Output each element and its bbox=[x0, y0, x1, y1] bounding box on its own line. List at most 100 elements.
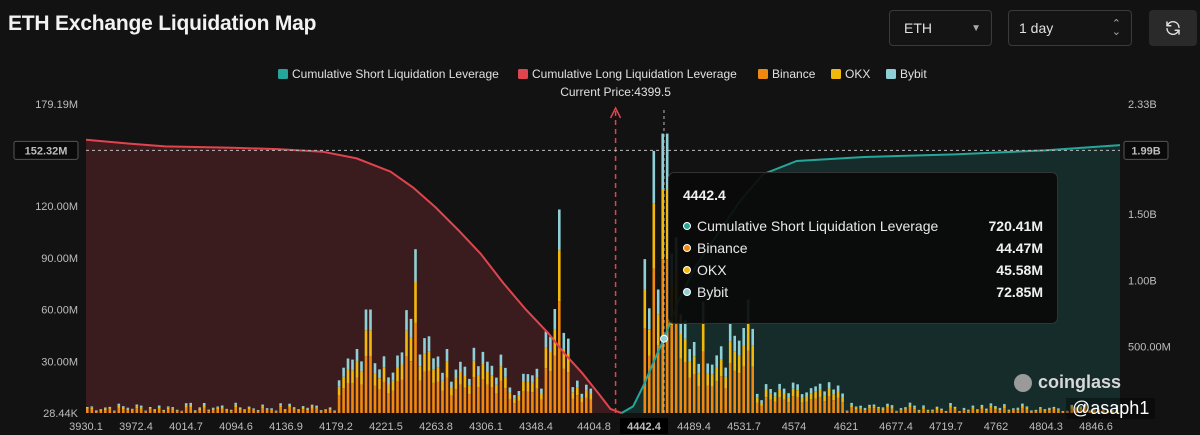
bar-okx bbox=[369, 330, 372, 357]
bar-bybit bbox=[724, 367, 727, 377]
bar-binance bbox=[904, 409, 907, 413]
bar-binance bbox=[580, 402, 584, 413]
bar-binance bbox=[423, 371, 426, 413]
bar-okx bbox=[850, 404, 853, 408]
x-tick: 4846.6 bbox=[1079, 421, 1113, 433]
bar-okx bbox=[953, 408, 957, 410]
bar-okx bbox=[387, 384, 390, 394]
caret-down-icon: ▼ bbox=[971, 22, 981, 34]
bar-binance bbox=[850, 407, 853, 413]
bar-binance bbox=[1025, 409, 1029, 413]
bar-bybit bbox=[225, 408, 228, 410]
bar-okx bbox=[980, 406, 984, 409]
bar-bybit bbox=[940, 408, 943, 410]
bar-bybit bbox=[481, 351, 485, 365]
bar-binance bbox=[86, 409, 89, 413]
bar-okx bbox=[656, 314, 660, 346]
bar-okx bbox=[279, 405, 282, 408]
legend-swatch bbox=[831, 69, 841, 79]
range-select[interactable]: 1 day ⌃ ⌄ bbox=[1008, 10, 1132, 46]
bar-binance bbox=[333, 411, 336, 413]
bar-binance bbox=[1057, 410, 1060, 413]
bar-okx bbox=[643, 289, 647, 329]
bar-binance bbox=[805, 401, 808, 413]
bar-binance bbox=[153, 410, 156, 413]
bar-bybit bbox=[778, 383, 781, 390]
page-title: ETH Exchange Liquidation Map bbox=[8, 12, 317, 35]
tooltip-row-value: 720.41M bbox=[988, 218, 1043, 234]
bar-okx bbox=[234, 404, 237, 408]
bar-okx bbox=[719, 359, 723, 377]
bar-okx bbox=[540, 393, 543, 400]
bar-okx bbox=[135, 406, 139, 409]
bar-bybit bbox=[531, 375, 534, 383]
asset-select[interactable]: ETH ▼ bbox=[889, 10, 992, 46]
bar-binance bbox=[441, 390, 444, 413]
bar-bybit bbox=[436, 356, 440, 368]
bar-bybit bbox=[913, 405, 916, 408]
bar-binance bbox=[710, 386, 714, 413]
tooltip-row: Cumulative Short Liquidation Leverage 720… bbox=[683, 215, 1043, 237]
bar-bybit bbox=[836, 385, 840, 391]
bar-okx bbox=[800, 397, 804, 403]
bar-okx bbox=[535, 377, 539, 389]
bar-bybit bbox=[441, 372, 444, 381]
bar-bybit bbox=[310, 404, 314, 407]
bar-binance bbox=[288, 407, 291, 413]
bar-bybit bbox=[881, 407, 885, 409]
bar-okx bbox=[877, 408, 880, 410]
bar-bybit bbox=[841, 393, 844, 398]
bar-bybit bbox=[890, 405, 894, 407]
bar-bybit bbox=[247, 406, 251, 408]
bar-bybit bbox=[877, 406, 880, 409]
bar-bybit bbox=[580, 393, 584, 398]
bar-okx bbox=[931, 410, 934, 412]
bar-okx bbox=[450, 388, 453, 396]
bar-binance bbox=[643, 328, 647, 413]
x-tick: 4348.4 bbox=[519, 421, 553, 433]
bar-binance bbox=[809, 399, 813, 413]
bar-okx bbox=[998, 408, 1002, 411]
bar-bybit bbox=[544, 331, 548, 348]
bar-okx bbox=[315, 407, 318, 409]
bar-okx bbox=[288, 405, 291, 408]
bar-okx bbox=[427, 351, 431, 371]
bar-okx bbox=[108, 408, 112, 410]
bar-bybit bbox=[661, 133, 664, 190]
bar-okx bbox=[508, 392, 512, 399]
bar-binance bbox=[427, 370, 431, 413]
bar-binance bbox=[216, 409, 219, 413]
bar-binance bbox=[922, 408, 925, 413]
refresh-button[interactable] bbox=[1149, 10, 1197, 46]
bar-binance bbox=[656, 345, 660, 413]
hover-right-label: 1.99B bbox=[1131, 145, 1160, 157]
bar-okx bbox=[1093, 408, 1096, 411]
bar-bybit bbox=[994, 406, 997, 408]
bar-bybit bbox=[967, 409, 970, 411]
bar-okx bbox=[994, 407, 997, 410]
bar-bybit bbox=[917, 409, 921, 411]
bar-binance bbox=[976, 410, 979, 413]
author-handle: @asaph1 bbox=[1066, 398, 1156, 419]
bar-okx bbox=[306, 408, 309, 411]
bar-binance bbox=[517, 400, 521, 413]
bar-binance bbox=[90, 409, 94, 413]
x-tick: 4136.9 bbox=[269, 421, 303, 433]
x-tick: 4306.1 bbox=[469, 421, 503, 433]
bar-bybit bbox=[135, 404, 139, 407]
bar-okx bbox=[517, 395, 521, 401]
hover-left-label-box bbox=[13, 140, 79, 160]
bar-bybit bbox=[908, 402, 912, 405]
x-tick: 4719.7 bbox=[929, 421, 963, 433]
bar-binance bbox=[256, 411, 260, 413]
bar-binance bbox=[261, 408, 264, 413]
bar-okx bbox=[940, 409, 943, 411]
bar-binance bbox=[472, 377, 476, 413]
bar-okx bbox=[1061, 411, 1065, 412]
bar-bybit bbox=[935, 406, 939, 408]
bar-binance bbox=[814, 398, 817, 413]
bar-bybit bbox=[90, 406, 94, 408]
bar-okx bbox=[571, 392, 575, 399]
bar-okx bbox=[436, 367, 440, 382]
bar-okx bbox=[863, 408, 867, 411]
